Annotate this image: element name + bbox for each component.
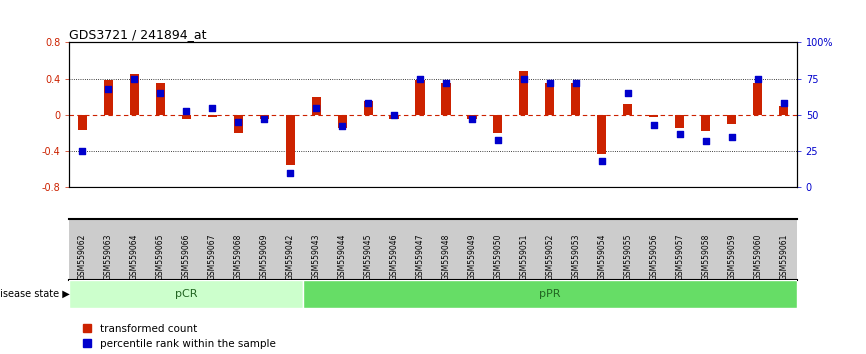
Bar: [260, 115, 268, 119]
Point: [751, 76, 765, 81]
Bar: [727, 115, 736, 124]
Bar: [624, 104, 632, 115]
Bar: [779, 106, 788, 115]
Point: [75, 148, 89, 154]
Bar: [468, 115, 476, 119]
Bar: [286, 115, 294, 165]
Bar: [572, 83, 580, 115]
Bar: [312, 97, 320, 115]
Bar: [130, 74, 139, 115]
Bar: [156, 83, 165, 115]
Point: [699, 138, 713, 144]
Point: [621, 90, 635, 96]
Point: [127, 76, 141, 81]
Text: disease state ▶: disease state ▶: [0, 289, 69, 299]
Legend: transformed count, percentile rank within the sample: transformed count, percentile rank withi…: [83, 324, 275, 349]
Point: [179, 108, 193, 113]
Point: [673, 131, 687, 137]
Bar: [753, 83, 762, 115]
Point: [725, 134, 739, 139]
Point: [491, 137, 505, 142]
Point: [413, 76, 427, 81]
Point: [361, 101, 375, 106]
Point: [777, 101, 791, 106]
Bar: [234, 115, 242, 133]
Bar: [182, 115, 191, 119]
Point: [647, 122, 661, 128]
Bar: [78, 115, 87, 130]
Text: GDS3721 / 241894_at: GDS3721 / 241894_at: [69, 28, 207, 41]
Bar: [494, 115, 502, 133]
Bar: [364, 101, 372, 115]
Bar: [650, 115, 658, 117]
Bar: [546, 83, 554, 115]
Point: [153, 90, 167, 96]
Point: [101, 86, 115, 92]
Bar: [69, 280, 303, 308]
Point: [465, 116, 479, 122]
Point: [283, 170, 297, 176]
Point: [257, 116, 271, 122]
Bar: [675, 115, 684, 127]
Point: [309, 105, 323, 110]
Point: [569, 80, 583, 86]
Bar: [416, 80, 424, 115]
Point: [595, 158, 609, 164]
Bar: [520, 72, 528, 115]
Text: pPR: pPR: [540, 289, 560, 299]
Bar: [598, 115, 606, 154]
Bar: [208, 115, 216, 117]
Point: [439, 80, 453, 86]
Point: [205, 105, 219, 110]
Point: [335, 124, 349, 129]
Bar: [390, 115, 398, 119]
Point: [543, 80, 557, 86]
Bar: [442, 83, 450, 115]
Bar: [104, 80, 113, 115]
Point: [387, 112, 401, 118]
Bar: [701, 115, 710, 131]
Text: pCR: pCR: [175, 289, 197, 299]
Point: [231, 119, 245, 125]
Point: [517, 76, 531, 81]
Bar: [338, 115, 346, 129]
Bar: [303, 280, 797, 308]
